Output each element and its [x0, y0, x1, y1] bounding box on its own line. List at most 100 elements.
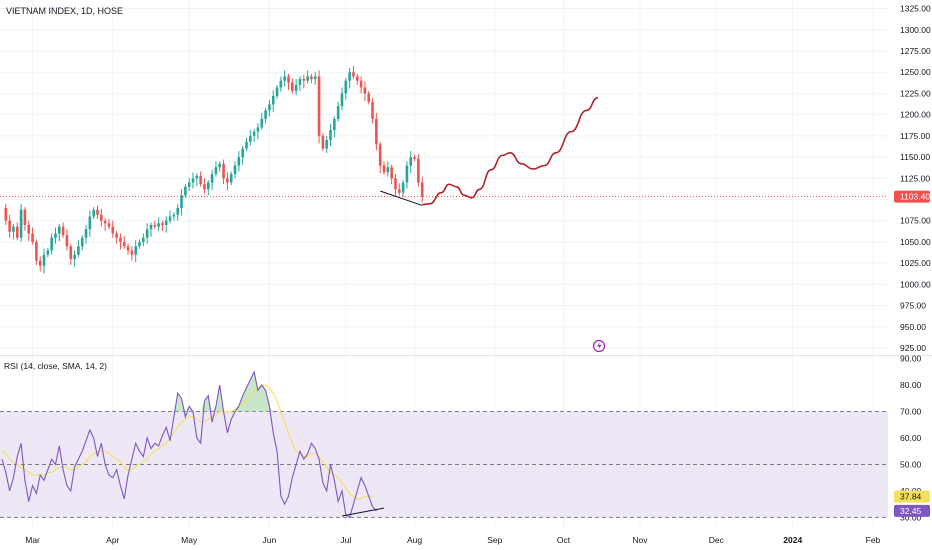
candle: [317, 70, 321, 144]
price-tick-label: 1150.00: [900, 152, 930, 162]
candle: [348, 67, 351, 89]
rsi-sma-line: [1, 384, 373, 500]
candle-body: [397, 189, 401, 193]
candle: [12, 224, 15, 240]
candle-body: [237, 157, 241, 166]
price-divergence-line: [380, 190, 423, 206]
candle: [187, 178, 191, 192]
candle-body: [386, 167, 390, 173]
candle-body: [229, 174, 233, 183]
rsi-axis[interactable]: 30.0040.0050.0060.0070.0080.0090.0037.84…: [894, 354, 930, 523]
candle: [386, 161, 390, 177]
candle: [313, 72, 317, 85]
candle-body: [359, 80, 363, 88]
candle: [23, 207, 27, 231]
candle-body: [401, 182, 405, 193]
candle: [340, 87, 344, 111]
candle-body: [363, 87, 367, 94]
candle-body: [256, 127, 260, 132]
candle: [287, 73, 290, 91]
candle-body: [367, 93, 371, 102]
candle-body: [226, 178, 229, 183]
price-tick-label: 1125.00: [900, 173, 930, 183]
lightning-icon[interactable]: [592, 339, 606, 353]
candle: [363, 81, 367, 102]
candle: [161, 220, 164, 231]
rsi-tick-label: 80.00: [900, 380, 922, 390]
price-axis[interactable]: 925.00 950.00 975.00 1000.00 1025.00 1050.00 1…: [894, 4, 931, 354]
candle-body: [149, 224, 153, 230]
candle: [15, 222, 19, 241]
time-tick-label: Feb: [866, 535, 881, 545]
candle-body: [103, 220, 107, 224]
price-tick-label: 1275.00: [900, 46, 931, 56]
candle: [382, 161, 386, 175]
last-price-tag: [894, 190, 930, 203]
candle-body: [264, 110, 267, 119]
candle-body: [42, 254, 46, 266]
candle: [149, 222, 153, 237]
sma-value-tag: [894, 490, 930, 503]
candle-body: [310, 76, 313, 79]
candle: [92, 207, 95, 220]
rsi-divergence-line: [341, 507, 385, 517]
rsi-line: [1, 370, 377, 519]
candle: [46, 247, 50, 258]
candle: [50, 233, 53, 255]
rsi-value-tag: [894, 504, 930, 517]
candle: [260, 112, 264, 130]
candle: [54, 227, 57, 244]
candle: [168, 210, 172, 224]
candle: [184, 184, 187, 198]
candle: [84, 224, 88, 244]
time-tick-label: May: [181, 535, 198, 545]
time-tick-label: Apr: [106, 535, 119, 545]
candle-body: [92, 209, 95, 217]
candle: [409, 151, 413, 174]
candle-body: [38, 260, 42, 266]
candle-body: [80, 237, 84, 247]
candle: [417, 154, 420, 187]
candle-body: [306, 76, 309, 81]
candle: [256, 123, 260, 140]
candle: [390, 164, 393, 185]
candle-body: [420, 182, 424, 197]
candle: [130, 246, 134, 261]
candle-body: [317, 76, 321, 136]
candle: [180, 189, 183, 216]
candle: [111, 220, 115, 238]
candle-body: [58, 226, 61, 234]
price-tick-label: 1225.00: [900, 88, 931, 98]
candle-body: [119, 237, 122, 242]
candle-body: [302, 78, 306, 81]
candle: [333, 116, 336, 138]
candle-body: [291, 82, 294, 91]
candle-body: [245, 141, 248, 149]
candle-body: [413, 157, 416, 159]
price-tick-label: 975.00: [900, 301, 926, 311]
candles: [4, 66, 424, 274]
candle-body: [417, 158, 420, 183]
candle: [336, 101, 340, 122]
candle: [134, 240, 137, 263]
time-axis[interactable]: Mar Apr May Jun Jul Aug Sep Oct Nov Dec 2024 Feb: [25, 535, 880, 545]
candle: [298, 76, 302, 91]
candle: [226, 172, 229, 191]
candle-body: [54, 233, 57, 238]
candle: [229, 171, 233, 186]
candle-body: [164, 220, 168, 225]
candle-body: [23, 209, 27, 225]
candle: [126, 243, 130, 255]
candle-body: [145, 229, 149, 238]
candle: [310, 73, 313, 84]
candle-body: [153, 224, 157, 227]
candle-body: [191, 178, 195, 183]
candle-body: [184, 186, 187, 196]
sma-value-label: 37.84: [900, 492, 922, 502]
candle: [355, 73, 359, 85]
candle-body: [203, 184, 206, 190]
candle-body: [298, 78, 302, 85]
candle-body: [394, 178, 397, 190]
candle-body: [180, 195, 183, 209]
time-tick-label: 2024: [783, 535, 802, 545]
